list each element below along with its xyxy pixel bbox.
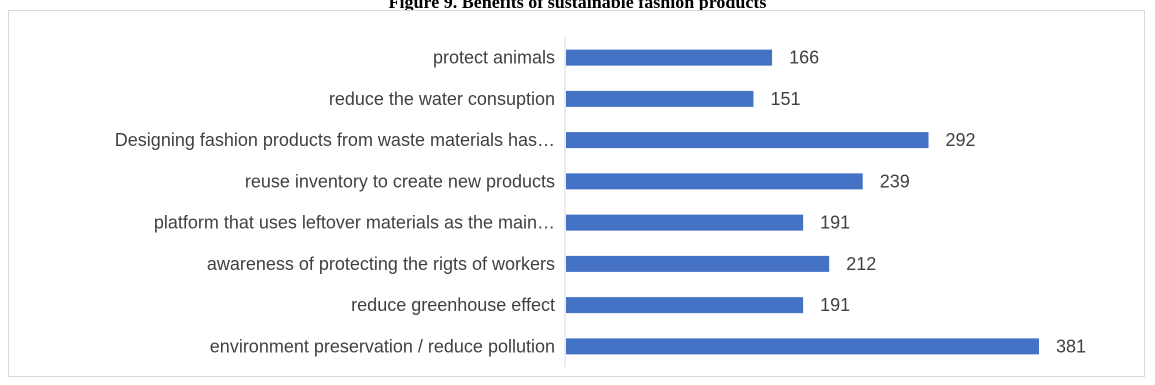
category-label: reuse inventory to create new products <box>245 171 555 191</box>
data-label: 239 <box>880 171 910 191</box>
data-label: 381 <box>1056 336 1086 356</box>
category-label: platform that uses leftover materials as… <box>154 213 555 233</box>
data-label: 166 <box>789 48 819 68</box>
chart-title: Figure 9. Benefits of sustainable fashio… <box>388 0 767 12</box>
bar <box>566 49 773 66</box>
category-label: awareness of protecting the rigts of wor… <box>207 254 555 274</box>
bar-chart: protect animals 166 reduce the water consu… <box>115 37 1086 367</box>
category-label: Designing fashion products from waste ma… <box>115 130 555 150</box>
bar <box>566 173 863 190</box>
bar <box>566 90 754 107</box>
bar <box>566 132 929 149</box>
category-label: reduce greenhouse effect <box>351 295 555 315</box>
category-label: protect animals <box>433 48 555 68</box>
category-label: reduce the water consuption <box>329 89 555 109</box>
bar <box>566 297 804 314</box>
data-label: 212 <box>846 254 876 274</box>
data-label: 292 <box>946 130 976 150</box>
bar <box>566 338 1039 355</box>
bar <box>566 214 804 231</box>
data-label: 151 <box>770 89 800 109</box>
data-label: 191 <box>820 295 850 315</box>
data-label: 191 <box>820 213 850 233</box>
chart-area: protect animals 166 reduce the water consu… <box>8 10 1145 377</box>
bar <box>566 255 830 272</box>
category-label: environment preservation / reduce pollut… <box>210 336 555 356</box>
